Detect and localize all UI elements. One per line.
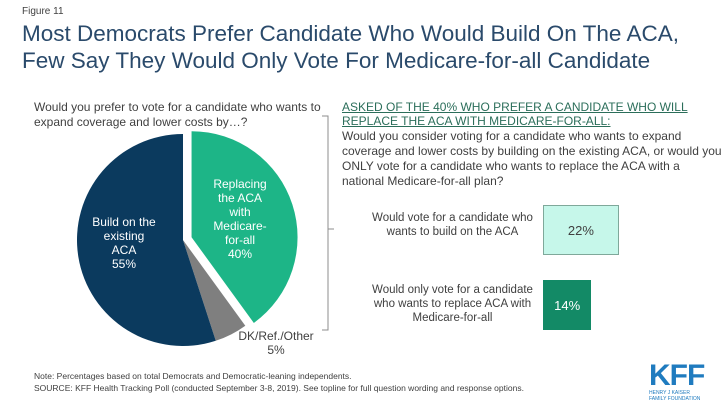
bar-value-replace: 14% (554, 297, 581, 313)
slice-build (76, 134, 216, 346)
note-text: Note: Percentages based on total Democra… (34, 371, 352, 381)
figure-label: Figure 11 (22, 6, 64, 17)
source-text: SOURCE: KFF Health Tracking Poll (conduc… (34, 383, 524, 393)
slice-label-build: Build on the existing ACA 55% (92, 215, 156, 271)
bar-question: Would you consider voting for a candidat… (342, 129, 722, 188)
bar-value-build: 22% (567, 222, 594, 238)
slide-title: Most Democrats Prefer Candidate Who Woul… (22, 20, 722, 74)
slice-label-replace: Replacing the ACA with Medicare-for-all 40% (213, 177, 266, 261)
title-line-2: Few Say They Would Only Vote For Medicar… (22, 48, 651, 73)
slice-label-dk: DK/Ref./Other 5% (238, 329, 313, 357)
slice-replace (191, 131, 298, 323)
bar-build: 22% (543, 205, 619, 255)
bar-label-replace: Would only vote for a candidate who want… (372, 284, 533, 324)
bar-replace: 14% (543, 280, 592, 330)
slice-dk (183, 240, 246, 341)
footnote: Note: Percentages based on total Democra… (34, 370, 524, 394)
logo-mark: KFF (649, 359, 705, 392)
bracket (322, 115, 334, 331)
pie-question: Would you prefer to vote for a candidate… (34, 100, 321, 129)
logo-sub-2: FAMILY FOUNDATION (649, 396, 701, 402)
subgroup-heading: ASKED OF THE 40% WHO PREFER A CANDIDATE … (342, 100, 688, 128)
logo-sub-1: HENRY J KAISER (649, 390, 690, 396)
title-line-1: Most Democrats Prefer Candidate Who Woul… (22, 21, 679, 46)
kff-logo: KFF HENRY J KAISER FAMILY FOUNDATION (649, 359, 705, 403)
bar-label-build: Would vote for a candidate who wants to … (372, 212, 533, 238)
